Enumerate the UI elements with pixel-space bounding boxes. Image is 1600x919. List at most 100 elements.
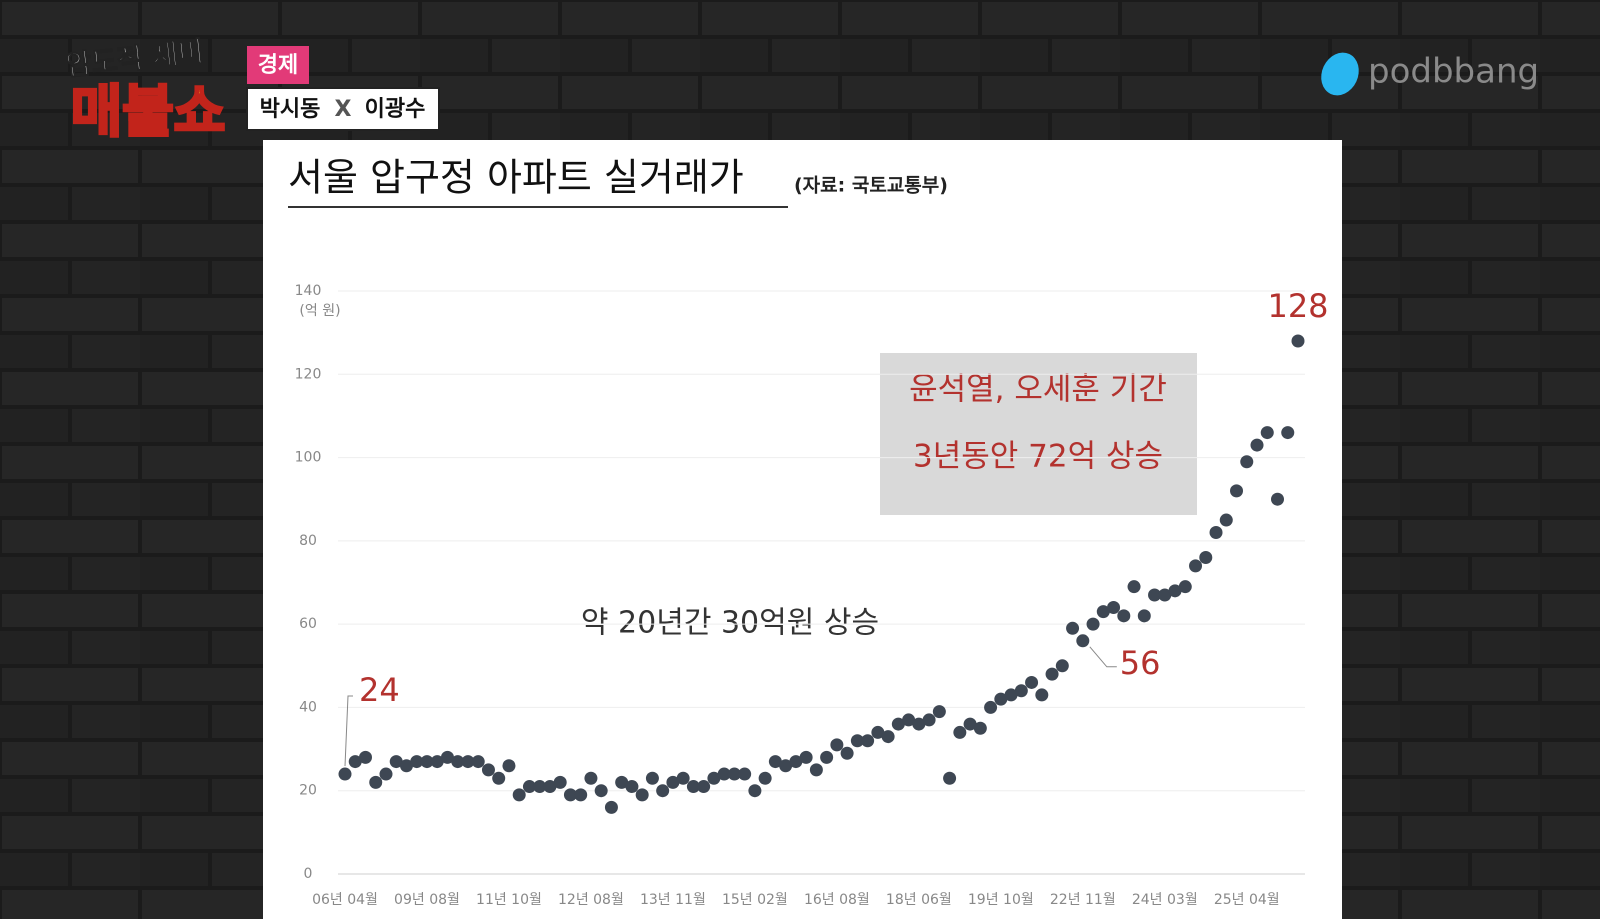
data-point <box>1004 688 1018 702</box>
y-tick-label: 0 <box>304 866 313 882</box>
host-separator: X <box>335 97 352 122</box>
data-point <box>1035 688 1049 702</box>
data-point <box>871 725 885 739</box>
annotation: 3년동안 72억 상승 <box>913 439 1163 475</box>
data-point <box>594 784 608 798</box>
label-leader <box>1089 646 1117 668</box>
data-point <box>707 771 721 785</box>
data-point <box>1117 609 1131 623</box>
data-point <box>1066 621 1080 635</box>
data-point <box>850 734 864 748</box>
data-point <box>461 755 475 769</box>
data-point <box>369 775 383 789</box>
data-point <box>1137 609 1151 623</box>
data-point <box>533 780 547 794</box>
data-point <box>451 755 465 769</box>
data-point <box>809 763 823 777</box>
data-point <box>799 750 813 764</box>
data-point <box>522 780 536 794</box>
data-point <box>697 780 711 794</box>
data-point <box>358 750 372 764</box>
data-point <box>440 750 454 764</box>
data-point <box>717 767 731 781</box>
y-tick-label: 120 <box>295 366 322 382</box>
data-point <box>932 705 946 719</box>
data-point <box>779 759 793 773</box>
data-point <box>1055 659 1069 673</box>
data-point <box>1291 334 1305 348</box>
data-point <box>615 775 629 789</box>
chart-title: 서울 압구정 아파트 실거래가 <box>288 156 744 200</box>
y-tick-label: 80 <box>299 533 317 549</box>
data-point <box>1219 513 1233 527</box>
data-point <box>738 767 752 781</box>
data-point <box>656 784 670 798</box>
data-point <box>727 767 741 781</box>
data-point <box>584 771 598 785</box>
data-point <box>1178 580 1192 594</box>
data-point <box>1045 667 1059 681</box>
annotation-box <box>880 353 1197 515</box>
data-point <box>1209 526 1223 540</box>
brand-name: podbbang <box>1368 52 1539 92</box>
chart-source: (자료: 국토교통부) <box>794 175 948 197</box>
data-label: 24 <box>359 671 400 709</box>
data-point <box>1158 588 1172 602</box>
data-point <box>481 763 495 777</box>
data-point <box>502 759 516 773</box>
data-point <box>563 788 577 802</box>
data-point <box>543 780 557 794</box>
y-axis-unit: (억 원) <box>299 303 340 319</box>
data-point <box>666 775 680 789</box>
data-point <box>676 771 690 785</box>
x-tick-label: 19년 10월 <box>968 892 1034 908</box>
data-point <box>820 750 834 764</box>
data-point <box>789 755 803 769</box>
data-point <box>943 771 957 785</box>
data-point <box>912 717 926 731</box>
data-point <box>1271 492 1285 506</box>
data-point <box>953 725 967 739</box>
data-point <box>1230 484 1244 498</box>
data-label: 56 <box>1120 644 1161 682</box>
data-point <box>348 755 362 769</box>
section-badge <box>247 46 309 84</box>
chart-panel <box>263 140 1342 919</box>
y-tick-label: 100 <box>295 450 322 466</box>
section-label: 경제 <box>258 53 298 78</box>
data-point <box>686 780 700 794</box>
data-point <box>1199 551 1213 565</box>
host-badge <box>246 87 440 131</box>
x-tick-label: 18년 06월 <box>886 892 952 908</box>
x-tick-label: 16년 08월 <box>804 892 870 908</box>
data-point <box>984 700 998 714</box>
data-point <box>902 713 916 727</box>
data-point <box>830 738 844 752</box>
data-point <box>963 717 977 731</box>
y-tick-label: 20 <box>299 783 317 799</box>
data-point <box>758 771 772 785</box>
annotation: 윤석열, 오세훈 기간 <box>909 372 1167 408</box>
data-label: 128 <box>1267 287 1328 325</box>
brand-logo: podbbang <box>1321 52 1539 96</box>
annotation: 약 20년간 30억원 상승 <box>581 606 879 641</box>
data-point <box>1260 426 1274 440</box>
data-point <box>1086 617 1100 631</box>
show-name: 매불쇼 <box>71 80 226 145</box>
data-point <box>635 788 649 802</box>
data-point <box>389 755 403 769</box>
data-point <box>625 780 639 794</box>
x-tick-label: 09년 08월 <box>394 892 460 908</box>
data-point <box>492 771 506 785</box>
data-point <box>379 767 393 781</box>
data-point <box>840 746 854 760</box>
data-point <box>768 755 782 769</box>
label-leader <box>344 695 353 767</box>
host-name: 박시동 <box>260 97 321 122</box>
data-point <box>553 775 567 789</box>
show-logo: 압도적 재미 매불쇼 경제 박시동 X 이광수 <box>64 34 440 147</box>
x-tick-label: 11년 10월 <box>476 892 542 908</box>
data-point <box>1168 584 1182 598</box>
y-tick-label: 140 <box>295 283 322 299</box>
